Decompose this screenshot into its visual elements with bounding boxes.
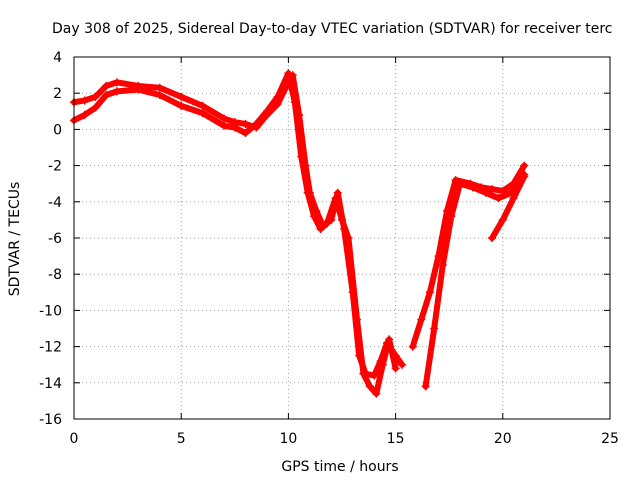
data-point <box>252 119 261 128</box>
data-point <box>378 360 387 369</box>
y-axis-label: SDTVAR / TECUs <box>7 182 23 297</box>
data-point <box>494 194 503 203</box>
data-point <box>80 96 89 105</box>
data-point <box>284 69 293 78</box>
data-point <box>344 234 353 242</box>
y-tick-label: -10 <box>39 303 62 319</box>
data-point <box>322 219 331 228</box>
data-point <box>438 261 447 270</box>
data-point <box>102 91 111 100</box>
data-point <box>498 215 507 224</box>
y-tick-label: -2 <box>48 159 62 175</box>
data-point <box>488 185 497 194</box>
data-point <box>155 91 164 100</box>
data-point <box>177 92 186 101</box>
data-point <box>273 92 282 101</box>
chart-title: Day 308 of 2025, Sidereal Day-to-day VTE… <box>52 21 612 37</box>
axis-ticks <box>73 56 611 420</box>
data-point <box>262 107 271 116</box>
data-point <box>198 101 207 110</box>
data-point <box>365 382 374 391</box>
data-point <box>398 360 407 369</box>
data-point <box>481 188 490 197</box>
data-point <box>468 183 477 192</box>
data-point <box>509 194 518 203</box>
data-point <box>447 212 456 221</box>
data-point <box>385 335 394 344</box>
data-point <box>455 179 464 188</box>
data-point <box>451 176 460 185</box>
data-track <box>489 173 528 241</box>
data-point <box>290 98 299 107</box>
x-tick-label: 0 <box>70 431 79 447</box>
data-point <box>434 252 443 261</box>
data-point <box>430 324 439 333</box>
data-point <box>112 78 121 87</box>
data-point <box>102 81 111 90</box>
data-point <box>370 371 379 380</box>
y-tick-label: -12 <box>39 340 62 356</box>
x-tick-label: 20 <box>494 431 512 447</box>
data-point <box>408 342 417 351</box>
data-point <box>417 315 426 324</box>
y-tick-label: -4 <box>48 195 62 211</box>
data-point <box>331 194 340 203</box>
data-point <box>372 389 381 398</box>
data-track <box>71 70 399 397</box>
y-tick-label: -16 <box>39 412 62 428</box>
data-point <box>310 212 319 221</box>
data-point <box>220 114 229 123</box>
data-point <box>359 369 368 378</box>
data-point <box>220 121 229 130</box>
y-tick-label: -6 <box>48 231 62 247</box>
data-point <box>155 83 164 92</box>
x-axis-label: GPS time / hours <box>281 459 398 475</box>
y-tick-label: -14 <box>39 376 62 392</box>
data-point <box>241 119 250 128</box>
data-point <box>425 288 434 297</box>
data-point <box>338 215 346 224</box>
series-red <box>70 69 529 398</box>
data-point <box>520 172 529 181</box>
data-point <box>198 109 207 118</box>
x-tick-label: 15 <box>387 431 405 447</box>
data-point <box>303 188 312 197</box>
data-track <box>71 72 406 379</box>
data-point <box>353 315 362 324</box>
x-tick-label: 25 <box>601 431 619 447</box>
y-tick-label: -8 <box>48 267 62 283</box>
data-point <box>112 87 121 96</box>
data-point <box>520 161 529 170</box>
x-tick-label: 10 <box>279 431 297 447</box>
data-point <box>297 152 306 161</box>
data-point <box>91 92 100 101</box>
data-point <box>421 382 430 391</box>
data-point <box>316 224 325 233</box>
x-tick-label: 5 <box>177 431 186 447</box>
y-tick-label: 4 <box>53 50 62 66</box>
data-point <box>134 85 143 94</box>
data-point <box>391 364 400 373</box>
data-point <box>488 234 497 242</box>
y-tick-label: 2 <box>53 86 62 102</box>
data-point <box>80 110 89 119</box>
data-point <box>230 123 239 132</box>
data-point <box>333 188 342 197</box>
grid-lines <box>74 57 610 419</box>
data-point <box>241 129 250 138</box>
y-tick-label: 0 <box>53 122 62 138</box>
data-point <box>91 103 100 112</box>
data-track <box>422 171 528 390</box>
data-point <box>177 101 186 110</box>
